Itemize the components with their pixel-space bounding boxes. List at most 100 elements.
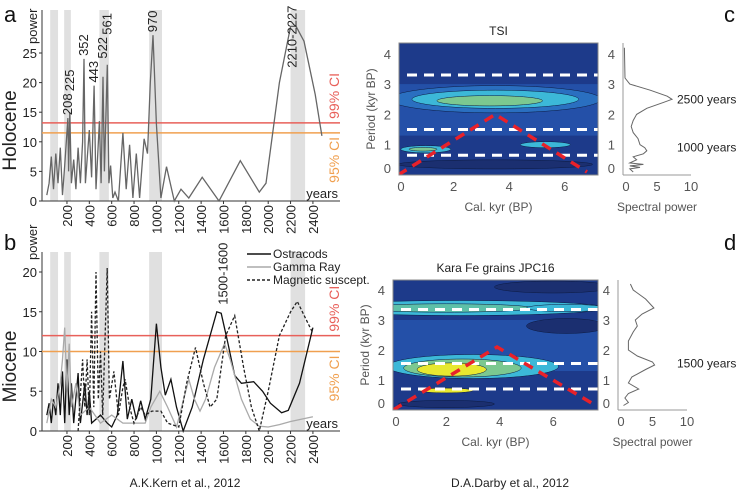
spectrum-x-tick-label: 0 — [622, 179, 629, 194]
panel-letter-b: b — [4, 230, 16, 255]
y-tick-label: 3 — [378, 313, 385, 328]
x-axis-title: Cal. kyr (BP) — [464, 200, 532, 214]
y-tick-label: 15 — [23, 305, 37, 320]
panel-letter-d: d — [724, 230, 736, 255]
spectrum-annotation: 1500 years — [677, 357, 736, 371]
y-tick-label: 1 — [384, 138, 391, 153]
y-tick-label: 5 — [30, 164, 37, 179]
period-band — [50, 252, 59, 431]
x-tick-label: 400 — [82, 205, 97, 227]
y-tick-label: 20 — [23, 76, 37, 91]
period-band — [290, 10, 306, 201]
legend-label: Ostracods — [273, 247, 328, 261]
x-tick-label: 2 — [450, 179, 457, 194]
spectrum-y-tick-label: 4 — [603, 283, 610, 298]
legend-label: Gamma Ray — [273, 260, 340, 274]
y-axis-title: Miocene — [0, 331, 21, 403]
x-tick-label: 1000 — [149, 205, 164, 234]
heatmap-frame — [392, 279, 599, 411]
x-tick-label: 600 — [105, 205, 120, 227]
spectrum-y-tick-label: 0 — [603, 396, 610, 411]
y-tick-label: 15 — [23, 105, 37, 120]
x-tick-label: 800 — [127, 205, 142, 227]
y-tick-label: 5 — [30, 384, 37, 399]
x-tick-label: 6 — [550, 414, 557, 429]
heatmap-title: TSI — [489, 24, 508, 38]
spectrum-x-axis-title: Spectral power — [617, 200, 697, 214]
spectrum-y-tick-label: 3 — [608, 77, 615, 92]
cone-of-influence — [399, 112, 588, 175]
x-tick-label: 1600 — [216, 205, 231, 234]
legend-label: Magnetic suscept. — [273, 273, 370, 287]
x-tick-label: 1200 — [172, 435, 187, 464]
credit-left: A.K.Kern et al., 2012 — [130, 476, 241, 490]
x-tick-label: 4 — [496, 414, 503, 429]
spectrum-y-tick-label: 2 — [603, 343, 610, 358]
contour-region — [408, 147, 438, 152]
spectrum-y-tick-label: 4 — [608, 47, 615, 62]
x-unit-label: years — [306, 416, 338, 431]
spectrum-annotation: 2500 years — [677, 92, 736, 106]
credit-right: D.A.Darby et al., 2012 — [451, 476, 569, 490]
y-tick-label: 25 — [23, 46, 37, 61]
peak-label: 208 — [60, 93, 75, 115]
peak-label: 225 — [62, 70, 77, 92]
y-unit-label: power — [25, 224, 40, 260]
y-tick-label: 2 — [384, 107, 391, 122]
x-unit-label: years — [306, 186, 338, 201]
x-tick-label: 1400 — [194, 205, 209, 234]
y-tick-label: 0 — [30, 424, 37, 439]
y-tick-label: 2 — [378, 343, 385, 358]
heatmap-frame — [398, 42, 599, 176]
x-tick-label: 1000 — [149, 435, 164, 464]
period-band — [64, 252, 71, 431]
y-tick-label: 4 — [378, 283, 385, 298]
spectrum-annotation: 1000 years — [677, 141, 736, 155]
ci-label: 99% CI — [326, 73, 342, 119]
contour-region — [398, 400, 495, 408]
period-band — [290, 252, 306, 431]
x-tick-label: 1600 — [216, 435, 231, 464]
spectrum-line — [623, 47, 674, 173]
peak-label: 2210-2227 — [285, 6, 300, 68]
y-tick-label: 4 — [384, 47, 391, 62]
x-tick-label: 2 — [443, 414, 450, 429]
x-tick-label: 0 — [392, 414, 399, 429]
ci-label: 99% CI — [326, 286, 342, 332]
y-tick-label: 20 — [23, 265, 37, 280]
contour-region — [494, 280, 598, 294]
spectrum-x-tick-label: 5 — [653, 179, 660, 194]
y-tick-label: 0 — [384, 161, 391, 176]
spectrum-x-tick-label: 10 — [680, 414, 694, 429]
y-tick-label: 1 — [378, 373, 385, 388]
spectrum-line — [623, 283, 656, 406]
x-tick-label: 2000 — [261, 205, 276, 234]
x-tick-label: 2400 — [306, 205, 321, 234]
y-tick-label: 10 — [23, 345, 37, 360]
spectrum-y-tick-label: 3 — [603, 313, 610, 328]
x-tick-label: 200 — [60, 435, 75, 457]
spectrum-x-tick-label: 0 — [617, 414, 624, 429]
peak-label: 522 — [95, 37, 110, 59]
period-band — [99, 252, 109, 431]
y-axis-title: Period (kyr BP) — [358, 304, 372, 385]
period-band — [64, 10, 71, 201]
x-tick-label: 600 — [105, 435, 120, 457]
y-axis-title: Period (kyr BP) — [364, 68, 378, 149]
x-tick-label: 0 — [397, 179, 404, 194]
panel-letter-c: c — [724, 2, 735, 27]
x-tick-label: 800 — [127, 435, 142, 457]
panel-letter-a: a — [4, 2, 17, 27]
y-tick-label: 3 — [384, 77, 391, 92]
x-tick-label: 6 — [561, 179, 568, 194]
spectrum-y-tick-label: 1 — [603, 373, 610, 388]
period-band — [50, 10, 59, 201]
x-tick-label: 2000 — [261, 435, 276, 464]
spectrum-y-tick-label: 0 — [608, 161, 615, 176]
cone-of-influence — [393, 344, 595, 410]
spectrum-x-tick-label: 10 — [684, 179, 698, 194]
series-line-gamma-ray — [46, 327, 314, 429]
wavelet-heatmap — [393, 280, 598, 410]
peak-label: 352 — [76, 34, 91, 56]
x-tick-label: 2200 — [284, 435, 299, 464]
